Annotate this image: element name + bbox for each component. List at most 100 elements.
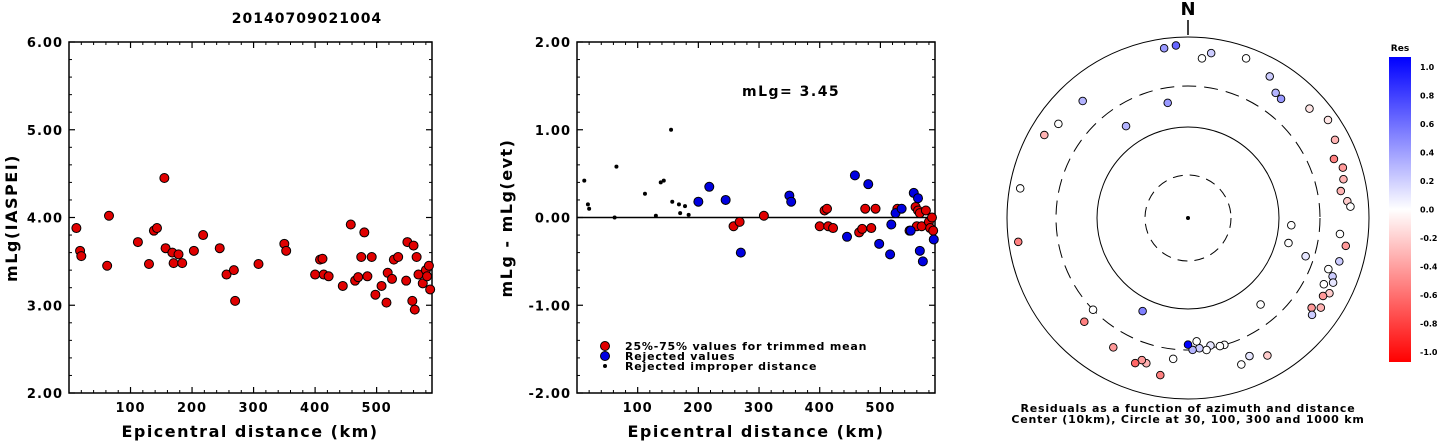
improper-distance-point bbox=[658, 180, 663, 185]
station-point bbox=[353, 272, 364, 283]
rejected-point bbox=[863, 179, 874, 190]
middle-x-axis-label: Epicentral distance (km) bbox=[627, 422, 884, 441]
station-residual-point bbox=[1335, 229, 1345, 239]
station-residual-point bbox=[1330, 135, 1340, 145]
rejected-point bbox=[849, 170, 860, 181]
improper-distance-point bbox=[585, 202, 590, 207]
legend-blue-marker bbox=[600, 351, 610, 361]
station-point bbox=[228, 265, 239, 276]
improper-distance-point bbox=[686, 212, 691, 217]
station-point bbox=[866, 223, 877, 234]
station-point bbox=[76, 251, 87, 262]
station-residual-point bbox=[1341, 241, 1351, 251]
station-residual-point bbox=[1138, 306, 1147, 316]
station-point bbox=[422, 271, 433, 282]
rejected-point bbox=[735, 247, 746, 258]
colorbar-gradient bbox=[1389, 57, 1411, 362]
station-residual-point bbox=[1014, 237, 1023, 247]
station-residual-point bbox=[1301, 251, 1310, 261]
middle-residual-plot: 100 200 300 400 500 -2.00 -1.00 0.00 1.00 2.00 mL… bbox=[497, 36, 939, 441]
y-tick-label: -1.00 bbox=[529, 299, 571, 314]
station-point bbox=[411, 251, 422, 262]
station-residual-point bbox=[1324, 264, 1333, 274]
station-residual-point bbox=[1237, 360, 1246, 369]
station-residual-point bbox=[1202, 345, 1211, 355]
station-point bbox=[177, 258, 188, 269]
station-point bbox=[317, 253, 328, 264]
y-tick-label: 2.00 bbox=[27, 387, 63, 402]
station-point bbox=[376, 280, 387, 291]
figure-title: 20140709021004 bbox=[232, 11, 382, 27]
y-tick-label: 3.00 bbox=[27, 299, 63, 314]
station-point bbox=[214, 243, 225, 254]
colorbar-tick-label: -1.0 bbox=[1420, 348, 1437, 357]
station-residual-point bbox=[1307, 303, 1316, 313]
station-point bbox=[857, 223, 868, 234]
station-point bbox=[151, 223, 162, 234]
left-x-axis-label: Epicentral distance (km) bbox=[121, 422, 378, 441]
station-residual-point bbox=[1338, 163, 1348, 172]
residual-colorbar: Res 1.0 0.8 0.6 0.4 0.2 0.0 -0.2 -0.4 -0.6 -0.8 -1… bbox=[1389, 44, 1437, 362]
center-point bbox=[1186, 216, 1190, 220]
x-tick-label: 200 bbox=[177, 401, 207, 416]
station-residual-point bbox=[1263, 351, 1272, 360]
station-residual-point bbox=[1323, 115, 1333, 125]
mlg-annotation: mLg= 3.45 bbox=[742, 84, 840, 100]
improper-distance-point bbox=[614, 164, 619, 169]
improper-distance-point bbox=[653, 213, 658, 218]
station-point bbox=[198, 230, 209, 241]
station-residual-point bbox=[1188, 345, 1197, 355]
station-point bbox=[221, 269, 232, 280]
station-residual-point bbox=[1329, 154, 1339, 164]
station-point bbox=[381, 297, 392, 308]
colorbar-tick-label: 0.2 bbox=[1420, 177, 1434, 186]
station-point bbox=[173, 249, 184, 260]
station-residual-point bbox=[1215, 341, 1225, 351]
improper-distance-point bbox=[683, 204, 688, 209]
rejected-point bbox=[928, 234, 939, 245]
y-tick-label: 1.00 bbox=[535, 124, 571, 139]
left-plot-frame bbox=[68, 41, 433, 394]
station-point bbox=[337, 280, 348, 291]
station-residual-point bbox=[1335, 257, 1344, 266]
middle-y-axis-label: mLg - mLg(evt) bbox=[497, 139, 516, 298]
rejected-point bbox=[905, 225, 916, 236]
colorbar-tick-label: -0.2 bbox=[1420, 234, 1437, 243]
legend-label-trimmed: 25%-75% values for trimmed mean bbox=[625, 340, 867, 353]
station-point bbox=[860, 203, 871, 214]
improper-distance-point bbox=[676, 202, 681, 207]
rejected-point bbox=[917, 256, 928, 267]
station-residual-point bbox=[1078, 96, 1087, 106]
station-point bbox=[345, 219, 356, 230]
station-point bbox=[926, 212, 937, 223]
azimuth-caption-line-1: Residuals as a function of azimuth and d… bbox=[1020, 402, 1355, 415]
y-tick-label: 4.00 bbox=[27, 212, 63, 227]
station-residual-point bbox=[1040, 130, 1049, 140]
improper-distance-point bbox=[612, 215, 617, 220]
improper-distance-point bbox=[678, 211, 683, 216]
station-residual-point bbox=[1339, 174, 1348, 184]
circle-300km-dashed bbox=[1055, 85, 1321, 351]
colorbar-title: Res bbox=[1391, 44, 1409, 54]
station-residual-point bbox=[1088, 305, 1098, 314]
rejected-point bbox=[786, 196, 797, 207]
station-point bbox=[393, 251, 404, 262]
station-residual-point bbox=[1171, 41, 1181, 50]
improper-distance-point bbox=[582, 178, 587, 183]
station-residual-point bbox=[1168, 354, 1178, 364]
station-point bbox=[362, 271, 373, 282]
station-residual-point bbox=[1319, 280, 1329, 289]
station-residual-point bbox=[1316, 303, 1326, 312]
station-point bbox=[423, 260, 434, 271]
station-residual-point bbox=[1121, 121, 1131, 131]
north-label: N bbox=[1180, 0, 1195, 20]
rejected-point bbox=[704, 181, 715, 192]
x-tick-label: 400 bbox=[805, 401, 835, 416]
station-point bbox=[71, 223, 82, 234]
station-point bbox=[230, 295, 241, 306]
station-point bbox=[366, 251, 377, 262]
station-residual-point bbox=[1284, 238, 1293, 248]
station-residual-point bbox=[1276, 94, 1286, 104]
x-tick-label: 200 bbox=[683, 401, 713, 416]
